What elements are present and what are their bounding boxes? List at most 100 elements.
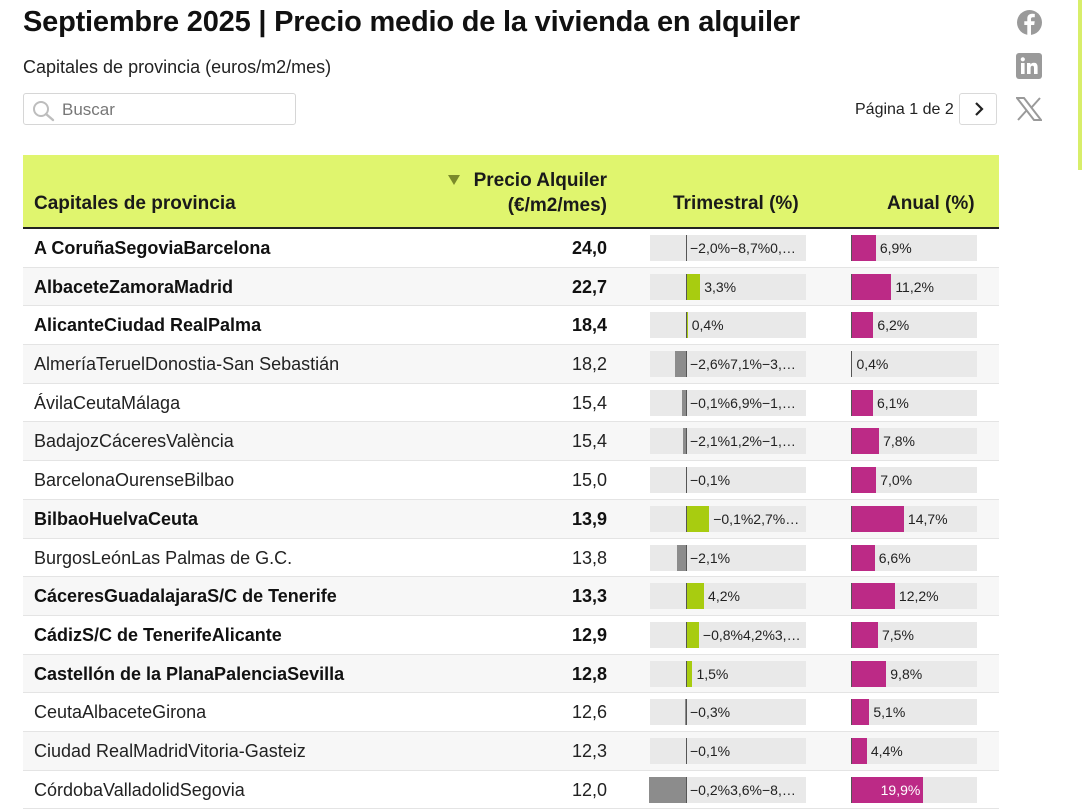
column-header-province[interactable]: Capitales de provincia	[34, 193, 236, 215]
trimestral-label: −2,1%1,2%−1,…	[690, 433, 796, 449]
trimestral-zero-axis	[686, 235, 687, 261]
trimestral-label: −2,1%	[690, 550, 730, 566]
x-icon[interactable]	[1016, 97, 1042, 121]
anual-bar	[851, 583, 895, 609]
anual-bar	[851, 699, 869, 725]
next-page-button[interactable]	[959, 93, 997, 125]
anual-bar-track: 6,6%	[851, 545, 977, 571]
table-row: AlbaceteZamoraMadrid 22,7 3,3% 11,2%	[23, 268, 999, 307]
trimestral-bar-track: 1,5%	[650, 661, 806, 687]
chevron-right-icon	[972, 102, 986, 116]
anual-zero-axis	[851, 699, 852, 725]
trimestral-zero-axis	[686, 312, 687, 338]
anual-zero-axis	[851, 351, 852, 377]
anual-zero-axis	[851, 622, 852, 648]
facebook-icon[interactable]	[1016, 9, 1043, 36]
anual-zero-axis	[851, 738, 852, 764]
trimestral-bar-track: −0,1%6,9%−1,…	[650, 390, 806, 416]
province-name: CáceresGuadalajaraS/C de Tenerife	[34, 586, 337, 607]
trimestral-bar-track: −0,1%2,7%…	[650, 506, 806, 532]
anual-label: 7,8%	[883, 433, 915, 449]
table-row: BurgosLeónLas Palmas de G.C. 13,8 −2,1% 6,6…	[23, 539, 999, 578]
trimestral-bar	[686, 583, 704, 609]
anual-bar	[851, 428, 879, 454]
price-value: 12,6	[572, 702, 607, 723]
anual-bar	[851, 622, 878, 648]
trimestral-zero-axis	[686, 738, 687, 764]
search-box[interactable]	[23, 93, 296, 125]
anual-bar	[851, 312, 873, 338]
anual-label: 6,1%	[877, 395, 909, 411]
trimestral-zero-axis	[686, 545, 687, 571]
trimestral-label: −0,2%3,6%−8,…	[690, 782, 796, 798]
trimestral-bar	[677, 545, 686, 571]
anual-zero-axis	[851, 545, 852, 571]
column-header-anual[interactable]: Anual (%)	[887, 193, 975, 215]
anual-zero-axis	[851, 274, 852, 300]
anual-zero-axis	[851, 467, 852, 493]
province-name: AlicanteCiudad RealPalma	[34, 315, 261, 336]
anual-bar	[851, 390, 873, 416]
trimestral-bar-track: 0,4%	[650, 312, 806, 338]
anual-bar-track: 7,5%	[851, 622, 977, 648]
trimestral-label: −0,1%2,7%…	[713, 511, 799, 527]
trimestral-zero-axis	[686, 583, 687, 609]
trimestral-bar-track: −2,6%7,1%−3,…	[650, 351, 806, 377]
price-value: 13,9	[572, 509, 607, 530]
price-value: 22,7	[572, 277, 607, 298]
anual-bar	[851, 738, 867, 764]
table-header: Capitales de provincia Precio Alquiler (…	[23, 155, 999, 229]
anual-label: 6,9%	[880, 240, 912, 256]
column-header-price-line1: Precio Alquiler	[474, 168, 607, 193]
anual-label: 11,2%	[895, 279, 934, 295]
province-name: Castellón de la PlanaPalenciaSevilla	[34, 664, 344, 685]
price-value: 12,3	[572, 741, 607, 762]
anual-zero-axis	[851, 235, 852, 261]
anual-bar	[851, 506, 904, 532]
search-input[interactable]	[60, 98, 294, 122]
trimestral-zero-axis	[686, 622, 687, 648]
price-value: 12,8	[572, 664, 607, 685]
anual-zero-axis	[851, 583, 852, 609]
search-icon	[32, 100, 56, 122]
anual-bar	[851, 467, 876, 493]
trimestral-label: 3,3%	[704, 279, 736, 295]
trimestral-bar	[686, 274, 700, 300]
province-name: BurgosLeónLas Palmas de G.C.	[34, 548, 292, 569]
anual-label: 9,8%	[890, 666, 922, 682]
trimestral-bar	[686, 622, 699, 648]
anual-bar-track: 6,1%	[851, 390, 977, 416]
price-value: 15,4	[572, 431, 607, 452]
anual-bar-track: 5,1%	[851, 699, 977, 725]
scroll-accent-line	[1078, 0, 1082, 170]
province-name: BarcelonaOurenseBilbao	[34, 470, 234, 491]
anual-bar-track: 11,2%	[851, 274, 977, 300]
anual-zero-axis	[851, 661, 852, 687]
anual-bar-track: 0,4%	[851, 351, 977, 377]
sort-descending-icon[interactable]	[448, 175, 460, 185]
column-header-price[interactable]: Precio Alquiler (€/m2/mes)	[474, 168, 607, 218]
price-value: 13,8	[572, 548, 607, 569]
trimestral-label: −2,6%7,1%−3,…	[690, 356, 796, 372]
anual-label: 12,2%	[899, 588, 939, 604]
trimestral-label: 4,2%	[708, 588, 740, 604]
price-value: 18,4	[572, 315, 607, 336]
anual-label: 0,4%	[856, 356, 888, 372]
linkedin-icon[interactable]	[1016, 53, 1042, 79]
trimestral-zero-axis	[686, 390, 687, 416]
province-name: AlbaceteZamoraMadrid	[34, 277, 233, 298]
anual-bar-track: 9,8%	[851, 661, 977, 687]
anual-bar-track: 19,9%	[851, 777, 977, 803]
trimestral-label: −2,0%−8,7%0,…	[690, 240, 796, 256]
trimestral-bar-track: −2,0%−8,7%0,…	[650, 235, 806, 261]
column-header-trimestral[interactable]: Trimestral (%)	[673, 193, 799, 215]
trimestral-label: −0,1%	[690, 743, 730, 759]
province-name: CeutaAlbaceteGirona	[34, 702, 206, 723]
province-name: AlmeríaTeruelDonostia-San Sebastián	[34, 354, 339, 375]
trimestral-zero-axis	[686, 351, 687, 377]
